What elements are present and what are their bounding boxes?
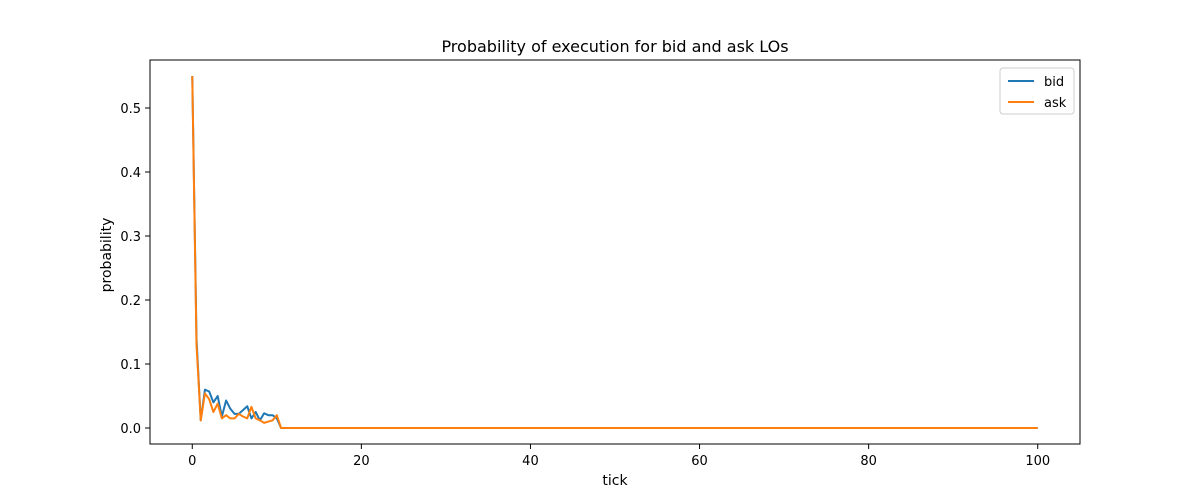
axes-frame [149, 59, 1081, 445]
series-line-bid [191, 75, 1038, 429]
legend: bid ask [999, 67, 1075, 115]
y-tick-label: 0.3 [120, 230, 141, 245]
y-axis-label: probability [99, 218, 115, 293]
x-tick-label: 80 [860, 454, 877, 469]
plot-area: 0 20 40 60 80 100 0.0 0.1 0.2 0.3 0.4 0.5 [120, 59, 1081, 469]
chart-title: Probability of execution for bid and ask… [441, 37, 788, 56]
x-tick-label: 100 [1025, 454, 1050, 469]
legend-label-ask: ask [1044, 96, 1067, 111]
y-tick-label: 0.1 [120, 358, 141, 373]
x-axis-label: tick [602, 473, 628, 489]
legend-label-bid: bid [1044, 75, 1064, 90]
y-tick-label: 0.5 [120, 102, 141, 117]
series-line-ask [191, 75, 1038, 429]
x-tick-label: 40 [522, 454, 539, 469]
x-tick-label: 60 [691, 454, 708, 469]
x-tick-label: 20 [353, 454, 370, 469]
y-tick-label: 0.4 [120, 166, 141, 181]
x-tick-label: 0 [188, 454, 196, 469]
y-tick-label: 0.2 [120, 294, 141, 309]
y-tick-label: 0.0 [120, 422, 141, 437]
